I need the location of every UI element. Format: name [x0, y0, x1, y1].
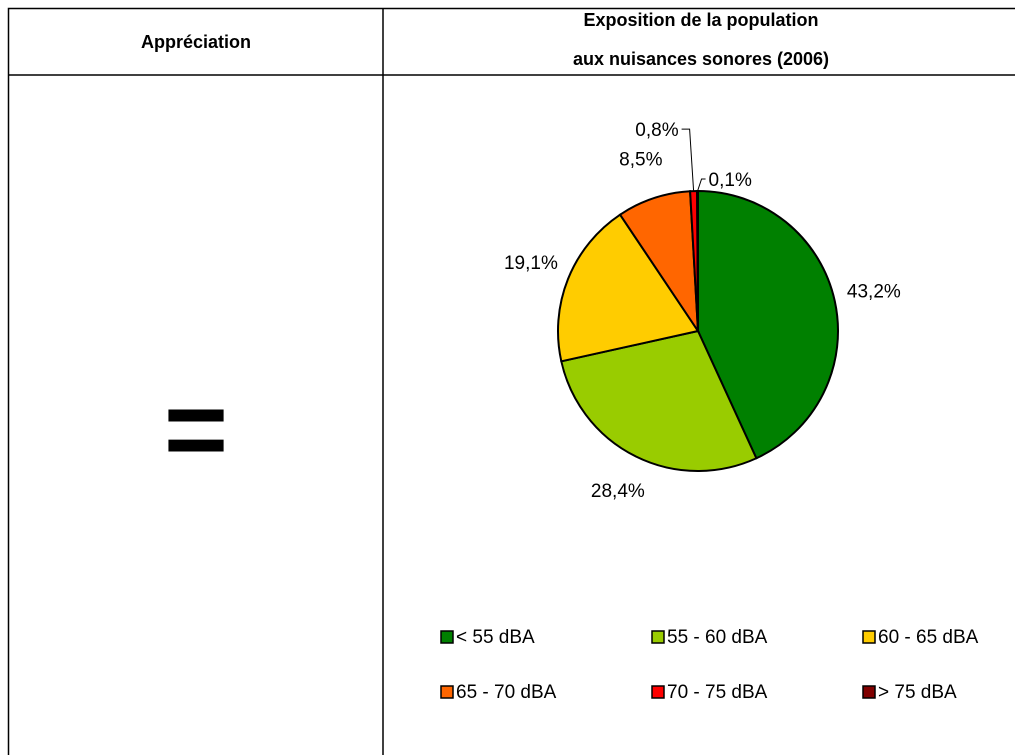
legend-swatch — [651, 685, 665, 699]
legend-label: < 55 dBA — [456, 627, 535, 648]
legend-swatch — [862, 685, 876, 699]
pie-slice — [697, 189, 839, 460]
legend-label: 70 - 75 dBA — [667, 682, 768, 703]
chart-title: Exposition de la population — [583, 10, 818, 30]
pie-slice — [696, 189, 699, 332]
legend-label: 60 - 65 dBA — [878, 627, 979, 648]
legend-label: 65 - 70 dBA — [456, 682, 557, 703]
column-header: Appréciation — [141, 32, 251, 52]
pie-slice — [560, 329, 758, 472]
legend-swatch — [862, 630, 876, 644]
legend-swatch — [440, 685, 454, 699]
assessment-symbol: = — [164, 368, 228, 491]
pie-slice — [557, 213, 700, 363]
data-label: 43,2% — [847, 282, 901, 303]
legend-swatch — [651, 630, 665, 644]
chart-title: aux nuisances sonores (2006) — [573, 49, 829, 69]
legend-label: > 75 dBA — [878, 682, 957, 703]
legend-swatch — [440, 630, 454, 644]
table-border — [7, 7, 1015, 755]
data-label: 0,1% — [709, 170, 752, 191]
data-label: 19,1% — [504, 253, 558, 274]
data-label: 0,8% — [635, 120, 678, 141]
data-label: 28,4% — [591, 481, 645, 502]
data-label: 8,5% — [619, 149, 662, 170]
leader-line — [681, 128, 695, 192]
leader-line — [697, 178, 706, 192]
legend-label: 55 - 60 dBA — [667, 627, 768, 648]
